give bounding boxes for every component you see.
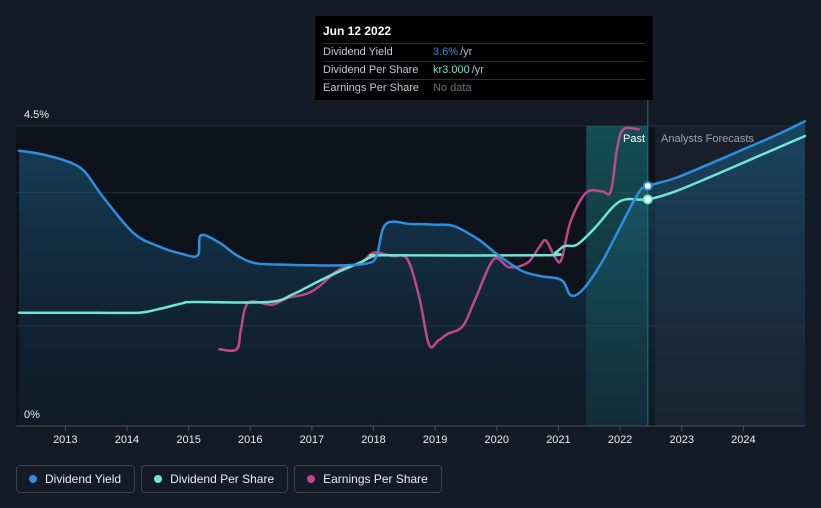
tooltip-label: Earnings Per Share <box>323 82 419 94</box>
legend-label: Earnings Per Share <box>323 472 428 486</box>
legend-item-earnings-per-share[interactable]: Earnings Per Share <box>294 465 442 493</box>
tooltip-row-earnings-per-share: Earnings Per Share No data <box>323 79 645 97</box>
x-tick-label: 2019 <box>423 434 447 446</box>
x-tick-label: 2014 <box>115 434 139 446</box>
x-tick-label: 2013 <box>53 434 77 446</box>
dividend-per-share-line <box>17 134 807 315</box>
tooltip-unit: /yr <box>460 46 473 58</box>
recent-period-highlight <box>586 126 648 426</box>
x-tick-label: 2021 <box>546 434 570 446</box>
x-tick-label: 2017 <box>300 434 324 446</box>
tooltip-value: No data <box>433 82 472 94</box>
legend-label: Dividend Yield <box>45 472 122 486</box>
legend-dot-icon <box>154 475 163 483</box>
tooltip-value: kr3.000 <box>433 64 470 76</box>
dividend-yield-line <box>17 120 807 298</box>
tooltip-row-dividend-yield: Dividend Yield 3.6% /yr <box>323 43 645 61</box>
x-tick-label: 2022 <box>608 434 632 446</box>
dividend-per-share-marker <box>642 194 653 205</box>
tooltip-value: 3.6% <box>433 46 459 58</box>
x-tick-label: 2016 <box>238 434 262 446</box>
tooltip-unit: /yr <box>471 64 484 76</box>
tooltip-date: Jun 12 2022 <box>323 24 392 38</box>
x-tick-label: 2015 <box>176 434 200 446</box>
earnings-per-share-line <box>218 126 640 353</box>
dividend-yield-marker <box>642 181 653 191</box>
legend-dot-icon <box>307 475 316 483</box>
x-tick-label: 2018 <box>361 434 385 446</box>
x-axis: 2013 2014 2015 2016 2017 2018 2019 2020 2021 2022… <box>53 426 756 446</box>
past-label: Past <box>623 133 645 145</box>
legend: Dividend Yield Dividend Per Share Earnin… <box>16 465 442 493</box>
y-tick-top: 4.5% <box>24 109 49 121</box>
x-tick-label: 2023 <box>669 434 693 446</box>
tooltip-label: Dividend Yield <box>323 46 393 58</box>
legend-dot-icon <box>29 475 37 483</box>
forecast-label: Analysts Forecasts <box>661 133 754 145</box>
legend-item-dividend-per-share[interactable]: Dividend Per Share <box>141 465 289 493</box>
legend-item-dividend-yield[interactable]: Dividend Yield <box>16 465 136 493</box>
tooltip-row-dividend-per-share: Dividend Per Share kr3.000 /yr <box>323 61 645 79</box>
tooltip-label: Dividend Per Share <box>323 64 419 76</box>
y-tick-bottom: 0% <box>24 409 40 421</box>
tooltip: Jun 12 2022 Dividend Yield 3.6% /yr Divi… <box>315 16 653 100</box>
x-tick-label: 2024 <box>731 434 755 446</box>
x-tick-label: 2020 <box>485 434 509 446</box>
legend-label: Dividend Per Share <box>170 472 275 486</box>
